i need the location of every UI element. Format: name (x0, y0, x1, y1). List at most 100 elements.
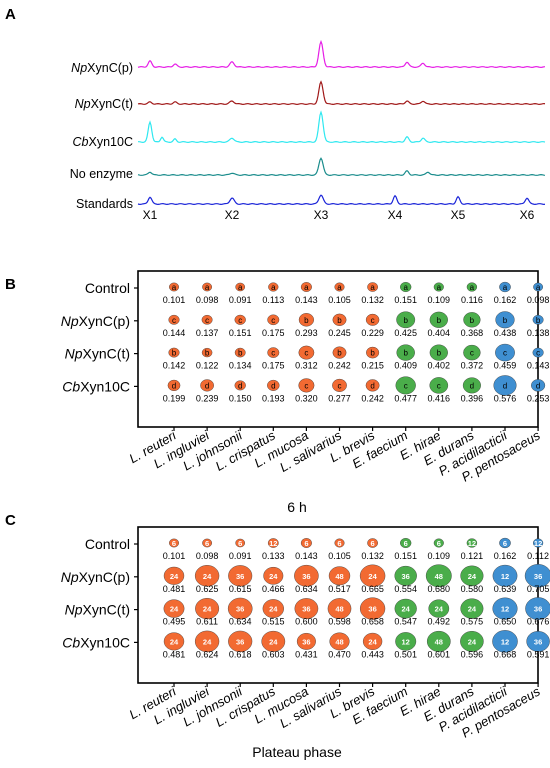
bubble-label: c (172, 316, 176, 325)
bubble-label: 24 (468, 637, 477, 646)
bubble (294, 564, 319, 587)
bubble (463, 312, 481, 328)
bubble (429, 377, 449, 394)
value-label: 0.639 (494, 584, 517, 594)
row-label: NpXynC(p) (61, 313, 130, 329)
value-label: 0.142 (163, 361, 186, 371)
row-label: NpXynC(t) (65, 602, 130, 618)
value-label: 0.105 (328, 551, 351, 561)
bubble (394, 598, 417, 619)
bubble (525, 597, 550, 620)
value-label: 0.705 (527, 584, 550, 594)
bubble-label: 36 (402, 572, 410, 581)
bubble-label: c (271, 316, 275, 325)
row-label: NpXynC(p) (61, 569, 130, 585)
bubble (332, 378, 347, 392)
bubble (524, 564, 550, 588)
bubble-label: 12 (501, 572, 509, 581)
bubble (298, 313, 314, 327)
bubble (428, 599, 450, 618)
bubble (365, 313, 380, 326)
value-label: 0.470 (328, 649, 351, 659)
bubble (362, 632, 383, 650)
bubble-label: b (337, 316, 342, 325)
bubble-label: b (172, 349, 177, 358)
trace-label: NpXynC(p) (71, 61, 133, 75)
value-label: 0.239 (196, 393, 219, 403)
value-label: 0.143 (295, 295, 318, 305)
bubble-label: 6 (503, 539, 507, 548)
bubble (492, 564, 518, 587)
bubble-label: 36 (236, 605, 244, 614)
bubble (195, 598, 220, 620)
bubble-label: 24 (203, 605, 212, 614)
bubble (493, 375, 517, 396)
bubble (400, 282, 412, 292)
panel-a-letter: A (5, 6, 16, 23)
chromatogram-panel: NpXynC(p) NpXynC(t) CbXyn10C No enzyme Stand… (70, 39, 546, 222)
value-label: 0.634 (229, 617, 252, 627)
bubble (359, 597, 386, 620)
bubble (268, 282, 279, 292)
bubble (499, 281, 511, 293)
bubble-label: 12 (501, 637, 509, 646)
bubble-label: 48 (435, 572, 443, 581)
standard-label: X5 (451, 208, 466, 222)
value-label: 0.598 (328, 617, 351, 627)
bubble-label: 6 (437, 539, 441, 548)
value-label: 0.162 (494, 551, 517, 561)
value-label: 0.143 (527, 361, 550, 371)
panel-b-caption: 6 h (287, 499, 306, 515)
bubble-label: 12 (269, 539, 277, 548)
bubble-label: d (503, 381, 507, 390)
bubble (200, 379, 214, 392)
bubble (460, 631, 484, 652)
bubble (328, 566, 351, 586)
value-label: 0.091 (229, 551, 252, 561)
bubble-label: c (536, 349, 540, 358)
value-label: 0.116 (461, 295, 483, 305)
bubble (495, 343, 515, 362)
bubble (433, 282, 444, 292)
value-label: 0.402 (428, 361, 451, 371)
value-label: 0.580 (461, 584, 484, 594)
bubble-label: b (403, 349, 408, 358)
bubble (460, 598, 484, 619)
bubble-label: a (172, 283, 177, 292)
bubble (395, 376, 416, 395)
bubble-label: 24 (170, 605, 179, 614)
bubble-label: a (437, 283, 442, 292)
bubble-label: c (338, 381, 342, 390)
bubble (327, 598, 352, 620)
standard-label: X4 (388, 208, 403, 222)
bubble-label: 48 (435, 637, 443, 646)
bubble-label: d (470, 381, 474, 390)
bubble-label: 48 (335, 572, 343, 581)
bubble-label: d (172, 381, 176, 390)
bubble-label: 36 (302, 605, 310, 614)
bubble (267, 379, 280, 391)
bubble (433, 538, 444, 548)
bubble-label: a (370, 283, 375, 292)
bubble-label: b (536, 316, 541, 325)
value-label: 0.245 (328, 328, 351, 338)
bubble (235, 538, 246, 548)
bubble-label: 24 (170, 572, 179, 581)
value-label: 0.409 (394, 361, 417, 371)
value-label: 0.416 (428, 393, 451, 403)
value-label: 0.495 (163, 617, 186, 627)
value-label: 0.122 (196, 361, 219, 371)
bubble-label: b (437, 316, 442, 325)
value-label: 0.492 (428, 617, 451, 627)
row-label: NpXynC(t) (65, 346, 130, 362)
bubble (168, 314, 180, 325)
bubble (298, 345, 315, 360)
bubble (396, 344, 415, 361)
value-label: 0.199 (163, 393, 186, 403)
value-label: 0.098 (196, 295, 219, 305)
bubble (163, 566, 185, 585)
bubble-label: 12 (534, 539, 542, 548)
bubble-label: 12 (501, 605, 509, 614)
value-label: 0.109 (428, 551, 451, 561)
value-label: 0.611 (196, 617, 218, 627)
